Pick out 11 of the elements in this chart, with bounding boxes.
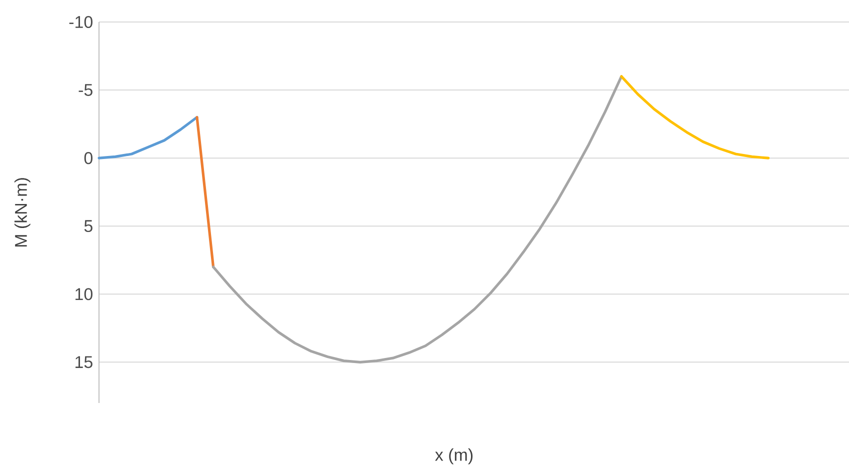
y-tick-label: 15 bbox=[76, 356, 92, 368]
y-tick-label: -5 bbox=[78, 84, 92, 96]
y-tick-label: 5 bbox=[84, 220, 92, 232]
line-series bbox=[98, 116, 198, 160]
line-series bbox=[212, 75, 623, 364]
y-tick-label: 10 bbox=[76, 288, 92, 300]
line-series bbox=[620, 75, 770, 160]
y-tick-label: 0 bbox=[84, 152, 92, 164]
y-tick-label: -10 bbox=[69, 16, 92, 28]
x-axis-title: x (m) bbox=[435, 448, 473, 464]
y-axis-title: M (kN·m) bbox=[14, 178, 30, 247]
